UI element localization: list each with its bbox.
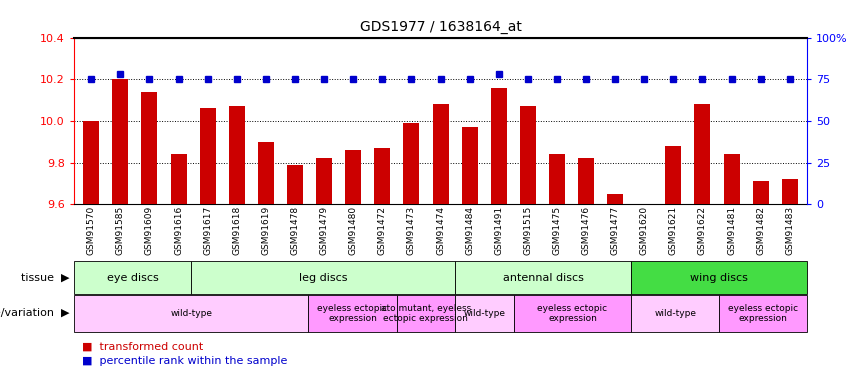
- Text: GSM91515: GSM91515: [523, 206, 532, 255]
- Text: GSM91621: GSM91621: [669, 206, 678, 255]
- Bar: [720, 295, 807, 332]
- Text: GSM91620: GSM91620: [640, 206, 648, 255]
- Text: GSM91477: GSM91477: [611, 206, 620, 255]
- Bar: [753, 182, 769, 204]
- Text: leg discs: leg discs: [299, 273, 347, 283]
- Text: GSM91474: GSM91474: [436, 206, 445, 255]
- Bar: [782, 179, 798, 204]
- Text: tissue  ▶: tissue ▶: [21, 273, 69, 283]
- Bar: [74, 261, 191, 294]
- Bar: [432, 104, 449, 204]
- Bar: [694, 104, 711, 204]
- Text: GSM91476: GSM91476: [582, 206, 590, 255]
- Bar: [724, 154, 740, 204]
- Text: GSM91472: GSM91472: [378, 206, 387, 255]
- Bar: [631, 261, 807, 294]
- Bar: [191, 261, 455, 294]
- Bar: [631, 295, 720, 332]
- Bar: [200, 108, 215, 204]
- Text: GSM91479: GSM91479: [319, 206, 329, 255]
- Text: ■  transformed count: ■ transformed count: [82, 342, 204, 352]
- Bar: [397, 295, 455, 332]
- Bar: [455, 295, 514, 332]
- Bar: [514, 295, 631, 332]
- Bar: [316, 159, 332, 204]
- Text: genotype/variation  ▶: genotype/variation ▶: [0, 309, 69, 318]
- Text: wild-type: wild-type: [464, 309, 505, 318]
- Text: GSM91473: GSM91473: [407, 206, 416, 255]
- Text: GSM91622: GSM91622: [698, 206, 707, 255]
- Bar: [549, 154, 565, 204]
- Text: wild-type: wild-type: [170, 309, 212, 318]
- Text: GSM91491: GSM91491: [494, 206, 503, 255]
- Text: GSM91480: GSM91480: [349, 206, 358, 255]
- Bar: [112, 79, 128, 204]
- Bar: [455, 261, 631, 294]
- Text: GSM91618: GSM91618: [233, 206, 241, 255]
- Bar: [636, 204, 652, 234]
- Text: eye discs: eye discs: [107, 273, 158, 283]
- Text: GSM91609: GSM91609: [145, 206, 154, 255]
- Text: eyeless ectopic
expression: eyeless ectopic expression: [537, 304, 608, 323]
- Bar: [141, 92, 157, 204]
- Text: GSM91478: GSM91478: [291, 206, 299, 255]
- Bar: [74, 295, 308, 332]
- Text: GSM91619: GSM91619: [261, 206, 270, 255]
- Text: wild-type: wild-type: [654, 309, 696, 318]
- Bar: [83, 121, 99, 204]
- Text: ato mutant, eyeless
ectopic expression: ato mutant, eyeless ectopic expression: [381, 304, 471, 323]
- Text: GSM91617: GSM91617: [203, 206, 212, 255]
- Text: GSM91483: GSM91483: [786, 206, 794, 255]
- Text: GSM91475: GSM91475: [552, 206, 562, 255]
- Bar: [287, 165, 303, 204]
- Text: eyeless ectopic
expression: eyeless ectopic expression: [318, 304, 387, 323]
- Text: GSM91585: GSM91585: [115, 206, 125, 255]
- Bar: [345, 150, 361, 204]
- Bar: [258, 142, 274, 204]
- Bar: [374, 148, 391, 204]
- Bar: [490, 88, 507, 204]
- Text: GSM91616: GSM91616: [174, 206, 183, 255]
- Bar: [666, 146, 681, 204]
- Bar: [170, 154, 187, 204]
- Bar: [607, 194, 623, 204]
- Text: GSM91484: GSM91484: [465, 206, 474, 255]
- Title: GDS1977 / 1638164_at: GDS1977 / 1638164_at: [359, 20, 522, 34]
- Bar: [462, 127, 477, 204]
- Text: GSM91570: GSM91570: [87, 206, 95, 255]
- Text: antennal discs: antennal discs: [503, 273, 583, 283]
- Text: wing discs: wing discs: [690, 273, 748, 283]
- Text: ■  percentile rank within the sample: ■ percentile rank within the sample: [82, 356, 288, 366]
- Text: GSM91482: GSM91482: [756, 206, 766, 255]
- Text: GSM91481: GSM91481: [727, 206, 736, 255]
- Bar: [520, 106, 536, 204]
- Text: eyeless ectopic
expression: eyeless ectopic expression: [728, 304, 799, 323]
- Bar: [578, 159, 594, 204]
- Bar: [308, 295, 397, 332]
- Bar: [229, 106, 245, 204]
- Bar: [404, 123, 419, 204]
